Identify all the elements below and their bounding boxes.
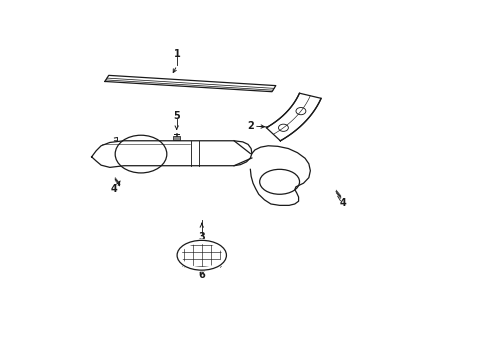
Text: 5: 5 <box>173 111 180 121</box>
Text: 1: 1 <box>173 49 180 59</box>
Text: 6: 6 <box>198 270 205 280</box>
Text: 3: 3 <box>198 232 205 242</box>
Ellipse shape <box>180 242 224 269</box>
Ellipse shape <box>177 240 226 270</box>
Bar <box>173 136 180 140</box>
Text: 4: 4 <box>340 198 346 208</box>
Text: 4: 4 <box>111 184 118 194</box>
Text: 2: 2 <box>247 121 254 131</box>
